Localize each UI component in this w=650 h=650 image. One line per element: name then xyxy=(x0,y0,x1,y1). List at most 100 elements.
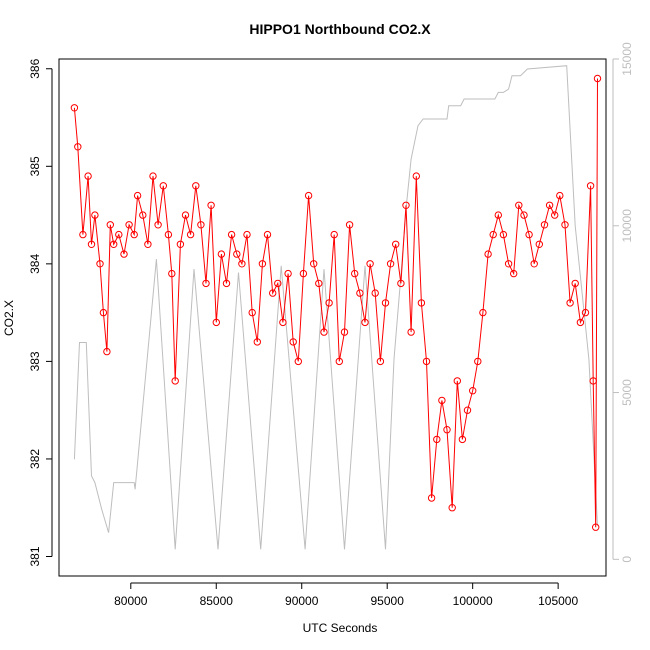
co2-point xyxy=(284,269,292,278)
x-axis-label: UTC Seconds xyxy=(303,621,378,635)
co2-point xyxy=(171,377,179,385)
co2-point xyxy=(207,201,215,210)
co2-point xyxy=(576,318,585,327)
co2-point xyxy=(253,338,261,346)
co2-point xyxy=(263,230,272,239)
right-tick-label: 5000 xyxy=(620,379,634,406)
co2-point xyxy=(530,260,538,268)
co2-point xyxy=(274,279,282,288)
co2-point xyxy=(376,357,385,366)
co2-point xyxy=(310,260,318,268)
co2-point xyxy=(202,279,210,288)
series-layer xyxy=(70,65,602,550)
co2-point xyxy=(84,172,92,180)
co2-point xyxy=(139,211,147,219)
right-axis: 0 5000 10000 15000 xyxy=(612,42,634,563)
co2-point xyxy=(407,328,415,336)
co2-point xyxy=(540,221,549,229)
co2-line xyxy=(73,78,598,528)
co2-point xyxy=(504,260,513,268)
co2-point xyxy=(154,221,162,229)
co2-point xyxy=(474,357,482,366)
x-tick-label: 95000 xyxy=(371,594,405,608)
co2-point xyxy=(351,269,359,278)
co2-point xyxy=(159,182,168,190)
co2-point xyxy=(366,260,374,268)
bottom-axis: 80000 85000 90000 95000 100000 105000 xyxy=(114,582,578,608)
co2-point xyxy=(551,211,559,219)
co2-point xyxy=(258,260,267,268)
co2-point xyxy=(168,269,176,278)
co2-point xyxy=(79,230,87,239)
co2-point xyxy=(417,299,426,307)
co2-point xyxy=(106,221,115,229)
co2-point xyxy=(438,396,446,405)
co2-point xyxy=(581,308,590,317)
co2-point xyxy=(479,308,487,317)
co2-point xyxy=(561,221,569,229)
plot-box xyxy=(58,58,607,577)
co2-point xyxy=(345,221,354,229)
co2-point xyxy=(243,230,251,239)
co2-point xyxy=(289,338,297,346)
co2-point xyxy=(422,357,431,366)
co2-point xyxy=(217,250,226,258)
co2-point xyxy=(304,191,313,200)
co2-point xyxy=(325,299,333,307)
co2-point xyxy=(361,318,369,327)
co2-point xyxy=(458,435,467,444)
co2-point xyxy=(386,260,395,268)
co2-point xyxy=(469,387,477,395)
co2-point xyxy=(589,377,597,385)
y-tick-label: 385 xyxy=(28,156,42,176)
y-axis-label: CO2.X xyxy=(2,300,16,336)
co2-point xyxy=(356,289,364,297)
y-tick-label: 386 xyxy=(28,58,42,78)
co2-point xyxy=(212,318,221,327)
co2-point xyxy=(222,279,231,288)
co2-point xyxy=(556,191,564,200)
co2-point xyxy=(489,230,497,239)
co2-point xyxy=(566,299,574,307)
co2-point xyxy=(453,377,461,385)
x-tick-label: 85000 xyxy=(200,594,234,608)
right-tick-label: 10000 xyxy=(620,209,634,243)
right-tick-label: 0 xyxy=(620,556,634,563)
left-axis: 381 382 383 384 385 386 xyxy=(28,58,53,567)
co2-point xyxy=(525,230,533,239)
co2-point xyxy=(91,211,99,219)
co2-point xyxy=(402,201,410,210)
co2-point xyxy=(499,230,508,239)
x-tick-label: 90000 xyxy=(285,594,319,608)
co2-point xyxy=(545,201,554,210)
right-tick-label: 15000 xyxy=(620,42,634,76)
co2-point xyxy=(535,240,543,249)
co2-point xyxy=(320,328,328,336)
co2-point xyxy=(294,357,302,366)
x-tick-label: 105000 xyxy=(538,594,578,608)
co2-point xyxy=(70,104,79,112)
co2-point xyxy=(181,211,190,219)
co2-point xyxy=(494,211,502,219)
co2-point xyxy=(133,191,142,200)
co2-point xyxy=(592,523,600,531)
co2-point xyxy=(443,426,451,434)
co2-point xyxy=(149,172,157,180)
co2-point xyxy=(392,240,400,249)
co2-point xyxy=(269,289,277,297)
co2-point xyxy=(520,211,528,219)
co2-point xyxy=(397,279,405,288)
co2-point xyxy=(110,240,118,249)
co2-point xyxy=(335,357,343,366)
y-tick-label: 382 xyxy=(28,449,42,469)
y-tick-label: 384 xyxy=(28,254,42,274)
co2-point xyxy=(279,318,287,327)
co2-point xyxy=(412,172,420,180)
co2-point xyxy=(484,250,492,258)
x-tick-label: 100000 xyxy=(453,594,493,608)
co2-point xyxy=(99,308,108,317)
co2-point xyxy=(315,279,323,288)
co2-point xyxy=(510,269,518,278)
co2-point xyxy=(238,260,246,268)
